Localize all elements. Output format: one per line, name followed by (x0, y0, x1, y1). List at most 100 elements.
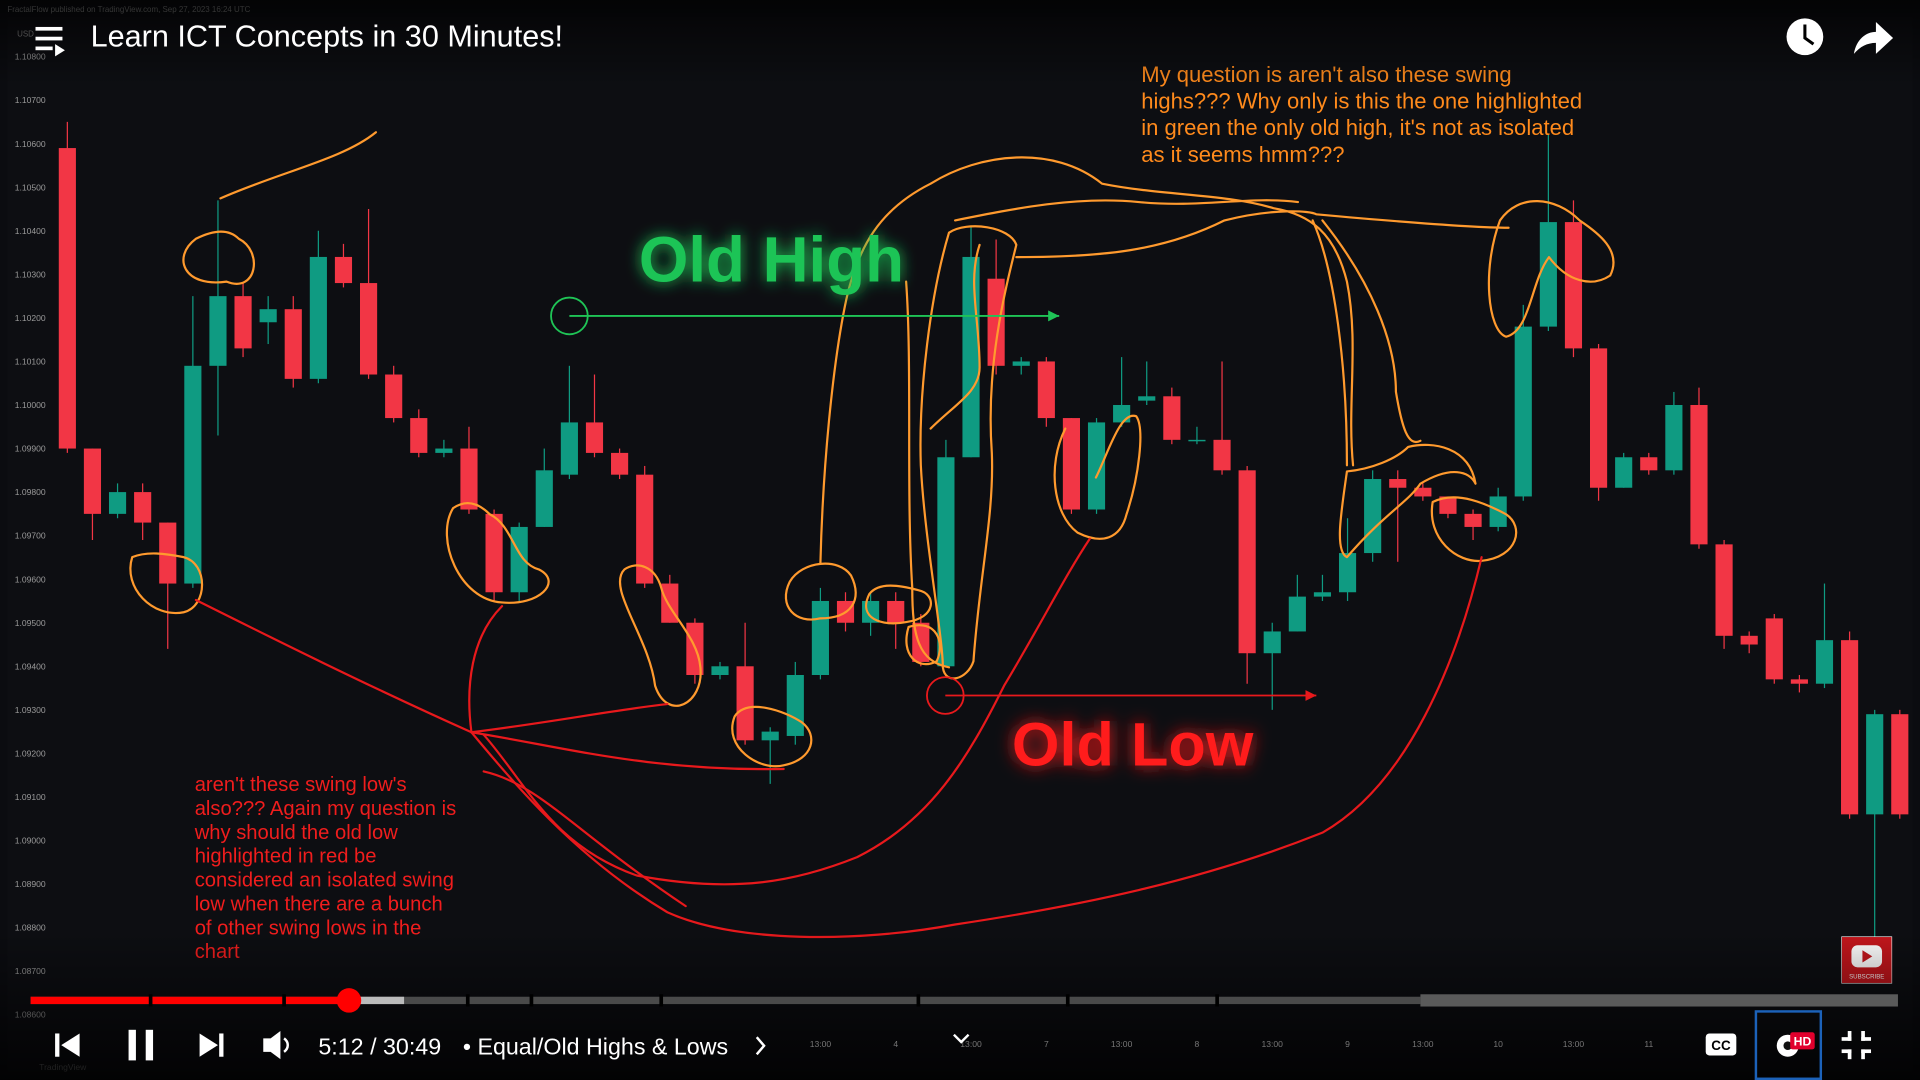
volume-button[interactable] (263, 1031, 289, 1060)
candle-body (711, 666, 729, 675)
candle-body (360, 283, 378, 375)
y-tick-label: 1.09500 (15, 618, 46, 628)
candle-body (1389, 479, 1407, 488)
candle-body (887, 600, 905, 623)
y-tick-label: 1.09100 (15, 792, 46, 802)
chapter-chevron[interactable] (755, 1036, 766, 1056)
y-tick-label: 1.10300 (15, 269, 46, 279)
candle-body (1790, 679, 1808, 684)
x-tick-label: 10 (1493, 1039, 1503, 1049)
watch-later-button[interactable] (1786, 18, 1824, 56)
note-line: why should the old low (194, 822, 399, 844)
note-line: highs??? Why only is this the one highli… (1141, 89, 1582, 114)
note-line: also??? Again my question is (195, 798, 456, 820)
hd-badge: HD (1794, 1035, 1812, 1049)
x-tick-label: 13:00 (1563, 1039, 1585, 1049)
candle-body (58, 148, 76, 449)
candle-body (1087, 422, 1106, 510)
x-tick-label: 11 (1644, 1039, 1653, 1049)
candle-body (1539, 222, 1557, 327)
old-low-marker (926, 676, 1317, 715)
candle-body (560, 422, 578, 475)
candle-body (309, 256, 327, 379)
candle-body (1464, 513, 1482, 527)
previous-button[interactable] (55, 1033, 80, 1057)
plot-area (7, 17, 1913, 1073)
candle-body (1338, 553, 1357, 593)
y-tick-label: 1.10500 (15, 182, 46, 192)
y-tick-label: 1.09700 (15, 531, 46, 541)
candle-body (1113, 405, 1131, 423)
y-tick-label: 1.08800 (15, 923, 46, 933)
candle-body (962, 256, 980, 458)
y-tick-label: 1.10100 (15, 357, 46, 367)
candle-body (1288, 596, 1306, 632)
candle-body (1590, 348, 1608, 488)
playlist-button[interactable] (35, 26, 65, 57)
red-drawings (194, 537, 1483, 939)
candle-body (1062, 418, 1080, 510)
x-tick-label: 13:00 (960, 1039, 982, 1049)
candle-body (1765, 618, 1783, 680)
x-tick-label: 4 (893, 1039, 898, 1049)
video-title[interactable]: Learn ICT Concepts in 30 Minutes! (91, 20, 563, 54)
progress-bar[interactable] (30, 988, 1898, 1013)
share-button[interactable] (1853, 22, 1894, 54)
candle-body (460, 448, 478, 510)
note-line: in green the only old high, it's not as … (1141, 115, 1574, 140)
candle-body (1640, 457, 1658, 471)
candle-body (736, 666, 754, 741)
x-tick-label: 9 (1345, 1039, 1350, 1049)
candle-body (1188, 439, 1206, 442)
candle-body (1615, 457, 1633, 488)
candle-body (334, 256, 353, 284)
candle-body (159, 522, 177, 584)
note-line: low when there are a bunch (195, 893, 443, 915)
y-tick-label: 1.09000 (15, 836, 46, 846)
candle-body (1439, 496, 1457, 514)
candle-body (410, 418, 428, 453)
captions-button[interactable]: CC (1705, 1033, 1737, 1056)
top-shade (0, 0, 1920, 86)
y-tick-label: 1.09600 (15, 574, 46, 584)
candle-body (1891, 714, 1909, 815)
time-axis: 13:00 4 13:00 7 13:00 8 13:00 9 13:00 10 13:00 11 (810, 1039, 1654, 1049)
exit-fullscreen-button[interactable] (1841, 1031, 1872, 1060)
x-tick-label: 13:00 (1111, 1039, 1133, 1049)
note-high: My question is aren't also these swinghi… (1141, 62, 1582, 167)
candle-body (184, 365, 202, 584)
old-high-label: Old High (639, 225, 904, 296)
pause-button[interactable] (128, 1029, 154, 1061)
x-tick-label: 13:00 (1262, 1039, 1284, 1049)
captions-text: CC (1711, 1038, 1731, 1053)
candle-body (284, 309, 302, 379)
y-tick-label: 1.09400 (15, 661, 46, 671)
y-tick-label: 1.09800 (15, 487, 46, 497)
candle-body (585, 422, 604, 453)
chapter-title[interactable]: • Equal/Old Highs & Lows (463, 1033, 728, 1059)
chapter-toggle[interactable] (953, 1033, 970, 1044)
candle-body (761, 731, 779, 741)
candle-body (1866, 714, 1884, 815)
candle-body (1740, 635, 1758, 645)
settings-button[interactable]: HD (1754, 1010, 1823, 1080)
time-display: 5:12 / 30:49 (318, 1033, 441, 1059)
candle-body (234, 296, 252, 349)
orange-drawings (129, 131, 1615, 768)
candle-body (134, 492, 152, 523)
y-tick-label: 1.09200 (15, 748, 46, 758)
y-tick-label: 1.10700 (15, 95, 46, 105)
y-tick-label: 1.09300 (15, 705, 46, 715)
next-button[interactable] (199, 1033, 224, 1057)
old-low-label: Old Low (1012, 710, 1254, 778)
candle-body (1514, 326, 1532, 497)
candle-body (1163, 396, 1181, 440)
note-line: aren't these swing low's (195, 774, 407, 796)
x-tick-label: 13:00 (1412, 1039, 1434, 1049)
note-line: as it seems hmm??? (1141, 142, 1344, 167)
candle-body (259, 309, 277, 323)
y-tick-label: 1.10400 (15, 226, 46, 236)
old-high-marker (550, 296, 1060, 336)
candle-body (1841, 640, 1859, 815)
